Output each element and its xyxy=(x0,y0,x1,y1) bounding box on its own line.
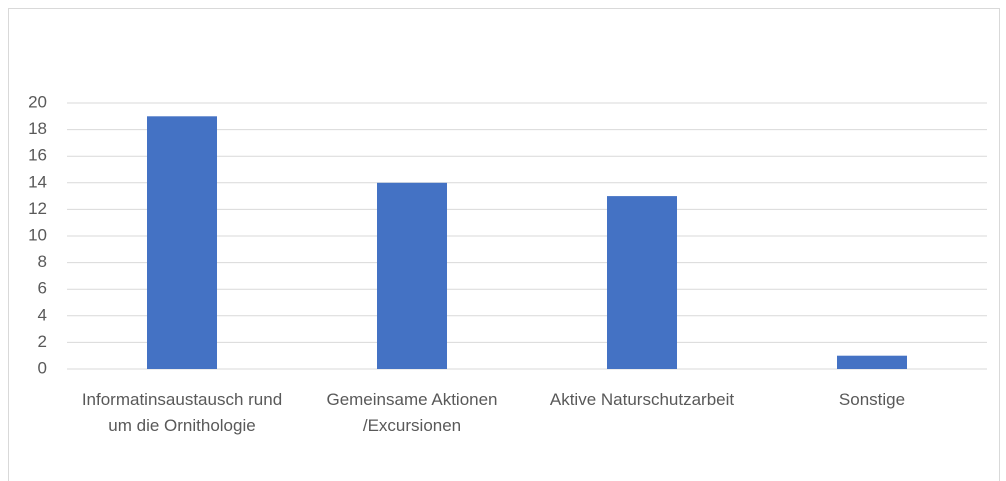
y-tick-label: 0 xyxy=(38,358,47,377)
x-tick-label: Sonstige xyxy=(838,390,906,409)
y-tick-label: 12 xyxy=(28,199,47,218)
x-tick-label: Informatinsaustausch rund um die Ornitho… xyxy=(81,390,283,435)
y-tick-label: 10 xyxy=(28,225,47,244)
x-tick-label: Gemeinsame Aktionen /Excursionen xyxy=(326,390,498,435)
chart-border xyxy=(8,8,1000,481)
y-tick-label: 4 xyxy=(38,305,47,324)
y-tick-label: 14 xyxy=(28,172,47,191)
bar xyxy=(377,182,447,369)
y-tick-label: 20 xyxy=(28,92,47,111)
y-tick-label: 2 xyxy=(38,332,47,351)
bar xyxy=(607,196,677,369)
y-tick-label: 8 xyxy=(38,252,47,271)
y-tick-label: 6 xyxy=(38,279,47,298)
bar xyxy=(837,355,907,369)
y-tick-label: 18 xyxy=(28,119,47,138)
x-tick-label: Aktive Naturschutzarbeit xyxy=(549,390,735,409)
y-tick-label: 16 xyxy=(28,146,47,165)
bar xyxy=(147,116,217,369)
